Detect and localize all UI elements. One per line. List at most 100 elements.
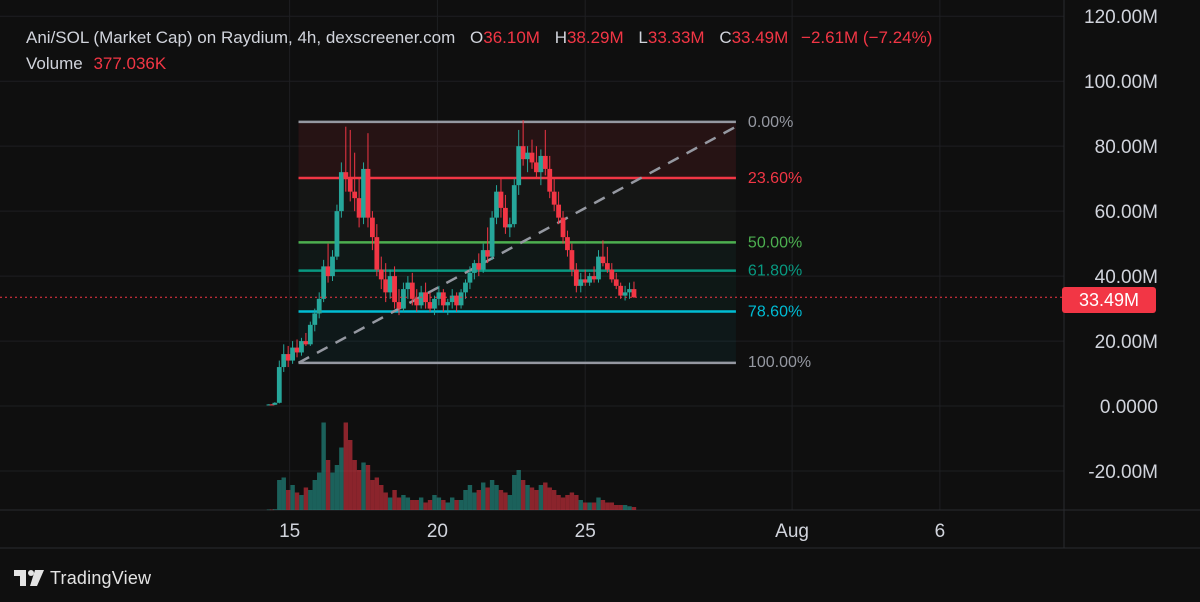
volume-bar: [631, 507, 637, 510]
candle: [432, 295, 437, 316]
volume-bar: [414, 500, 419, 510]
candle: [401, 282, 406, 312]
candle-body: [427, 302, 433, 309]
price-tick-label: 40.00M: [1095, 267, 1158, 288]
candle: [285, 345, 291, 368]
fib-level-label: 100.00%: [748, 354, 811, 371]
volume-bar: [303, 487, 309, 510]
volume-bar: [467, 485, 473, 510]
volume-bar: [591, 502, 597, 510]
candle: [587, 272, 593, 286]
candle-body: [414, 298, 420, 306]
candle: [276, 360, 282, 404]
volume-bar: [436, 497, 442, 510]
volume-bar: [516, 470, 521, 510]
tradingview-brand[interactable]: TradingView: [14, 566, 151, 590]
volume-bar: [383, 492, 388, 510]
candle-body: [609, 269, 615, 280]
candle: [356, 178, 362, 228]
candle-body: [401, 289, 406, 309]
candle: [485, 227, 491, 264]
candle-body: [361, 168, 366, 218]
volume-bar: [348, 440, 353, 510]
volume-bar: [551, 490, 557, 510]
candle-body: [356, 198, 362, 218]
candle-body: [272, 402, 278, 405]
volume-bar: [272, 509, 278, 510]
fib-level-label: 0.00%: [748, 114, 793, 131]
price-tick-label: 20.00M: [1095, 332, 1158, 353]
volume-bar: [441, 500, 446, 510]
candle: [374, 224, 380, 277]
low-value: 33.33M: [647, 28, 705, 47]
candle: [565, 230, 570, 257]
candle: [458, 289, 464, 309]
candle: [299, 337, 304, 356]
volume-bar: [396, 497, 402, 510]
close-value: 33.49M: [731, 28, 789, 47]
volume-bar: [423, 502, 428, 510]
candle-body: [520, 146, 526, 160]
time-tick-label: Aug: [775, 521, 809, 542]
price-tick-label: 0.0000: [1100, 397, 1158, 418]
candle: [269, 404, 275, 406]
candle-body: [604, 263, 610, 270]
candle-body: [307, 324, 313, 345]
candle-body: [347, 178, 353, 192]
volume-bar: [534, 490, 539, 510]
volume-bar: [281, 477, 286, 510]
volume-bar: [520, 480, 526, 510]
volume-bar: [321, 422, 326, 510]
candle-body: [627, 289, 632, 293]
candle-body: [582, 279, 588, 283]
volume-bar: [325, 460, 331, 510]
candle: [409, 272, 415, 306]
candle-body: [396, 302, 402, 309]
volume-bar: [370, 480, 375, 510]
candle-body: [498, 191, 504, 208]
candle-body: [316, 298, 322, 314]
candle: [618, 282, 624, 299]
candle-body: [409, 282, 415, 299]
candle-body: [436, 292, 442, 299]
candle: [551, 178, 557, 212]
tradingview-logo-icon: [14, 570, 44, 586]
legend-row-volume: Volume 377.036K: [26, 52, 932, 76]
candle: [591, 266, 597, 283]
time-tick-label: 15: [279, 521, 300, 542]
candle-body: [463, 282, 468, 293]
candle-body: [467, 272, 473, 283]
candle-body: [392, 276, 397, 303]
candle-body: [334, 211, 340, 257]
volume-bar: [401, 495, 406, 510]
candle-body: [596, 256, 601, 280]
volume-bar: [605, 502, 610, 510]
symbol-legend: Ani/SOL (Market Cap) on Raydium, 4h, dex…: [26, 26, 932, 76]
volume-bar: [525, 485, 530, 510]
candle: [334, 204, 340, 260]
candle: [498, 178, 504, 218]
candle-body: [534, 162, 539, 173]
candle-body: [338, 172, 344, 212]
candle: [516, 129, 522, 195]
candle-body: [622, 292, 628, 296]
candle-body: [294, 347, 300, 353]
candle-body: [343, 172, 349, 179]
price-tick-label: 60.00M: [1095, 202, 1158, 223]
candle-body: [303, 341, 309, 345]
high-key: H: [554, 28, 567, 47]
price-tick-label: 100.00M: [1084, 72, 1158, 93]
volume-bar: [299, 495, 304, 510]
time-tick-label: 25: [575, 521, 596, 542]
candle: [303, 332, 309, 346]
volume-bar: [269, 509, 275, 511]
candle: [604, 246, 610, 273]
candle-body: [480, 250, 486, 270]
candle: [538, 149, 544, 186]
candle: [560, 211, 566, 244]
symbol-title: Ani/SOL (Market Cap) on Raydium, 4h, dex…: [26, 28, 456, 47]
candle: [387, 269, 393, 299]
volume-bar: [379, 485, 384, 510]
candle-body: [432, 298, 437, 309]
